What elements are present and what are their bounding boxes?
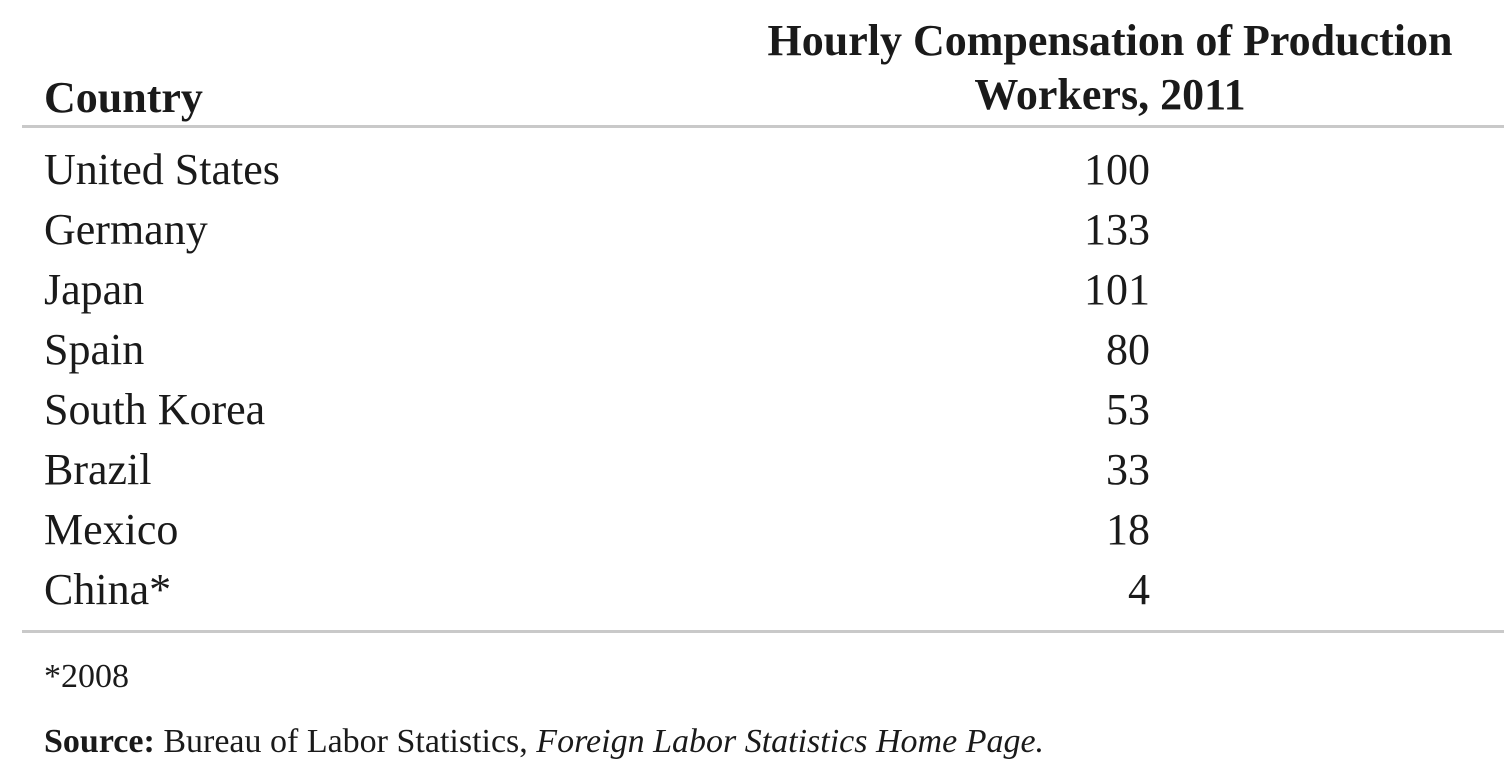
country-cell: United States (44, 145, 280, 194)
country-cell: Germany (44, 205, 208, 254)
table-row: South Korea 53 (0, 380, 1504, 440)
source-title: Foreign Labor Statistics Home Page. (536, 723, 1045, 760)
country-cell: Spain (44, 325, 145, 374)
value-cell: 53 (1106, 385, 1150, 434)
country-cell: Japan (44, 265, 145, 314)
table-row: China* 4 (0, 560, 1504, 620)
footer-rule (22, 630, 1504, 633)
source-text: Bureau of Labor Statistics, (154, 723, 537, 760)
value-cell: 80 (1106, 325, 1150, 374)
country-cell: Brazil (44, 445, 152, 494)
source-note: Source: Bureau of Labor Statistics, Fore… (44, 720, 1044, 764)
table-row: Spain 80 (0, 320, 1504, 380)
table-row: Brazil 33 (0, 440, 1504, 500)
table-row: Mexico 18 (0, 500, 1504, 560)
table-row: Germany 133 (0, 200, 1504, 260)
table-row: United States 100 (0, 140, 1504, 200)
footnote: *2008 (44, 658, 129, 695)
value-cell: 101 (1084, 265, 1150, 314)
table-row: Japan 101 (0, 260, 1504, 320)
country-cell: South Korea (44, 385, 266, 434)
value-cell: 18 (1106, 505, 1150, 554)
value-cell: 133 (1084, 205, 1150, 254)
column-header-compensation: Hourly Compensation of Production Worker… (767, 16, 1453, 119)
column-header-country: Country (44, 73, 203, 122)
header-rule (22, 125, 1504, 128)
source-label: Source: (44, 723, 155, 760)
country-cell: Mexico (44, 505, 179, 554)
country-cell: China* (44, 565, 172, 614)
value-cell: 4 (1128, 565, 1150, 614)
value-cell: 33 (1106, 445, 1150, 494)
table-body: United States 100 Germany 133 Japan 101 … (0, 140, 1504, 620)
value-cell: 100 (1084, 145, 1150, 194)
